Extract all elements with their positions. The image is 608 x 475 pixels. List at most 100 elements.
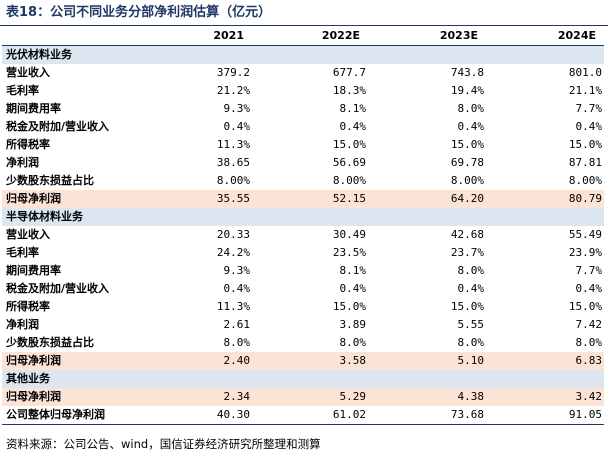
cell-value: 7.7% — [575, 102, 603, 115]
title-divider — [0, 25, 608, 26]
cell-value: 379.2 — [216, 66, 250, 79]
cell-value: 15.0% — [332, 300, 366, 313]
cell-value: 5.55 — [457, 318, 485, 331]
cell-value: 8.1% — [339, 264, 367, 277]
cell-value: 8.0% — [457, 264, 485, 277]
cell-value: 7.42 — [575, 318, 603, 331]
table-row: 归母净利润 2.40 3.58 5.10 6.83 — [2, 352, 604, 370]
column-header: 2022E — [252, 26, 368, 46]
cell-value: 8.00% — [568, 174, 602, 187]
column-header — [2, 26, 152, 46]
cell-value: 3.89 — [339, 318, 367, 331]
source-note: 资料来源：公司公告、wind，国信证券经济研究所整理和测算 — [6, 437, 321, 451]
cell-value: 80.79 — [486, 190, 604, 208]
cell-value: 8.00% — [216, 174, 250, 187]
cell-value: 5.29 — [252, 388, 368, 406]
cell-value — [486, 208, 604, 226]
cell-value — [368, 370, 486, 388]
cell-value: 5.10 — [368, 352, 486, 370]
cell-value: 0.4% — [575, 282, 603, 295]
cell-value: 21.1% — [568, 84, 602, 97]
column-header: 2023E — [368, 26, 486, 46]
cell-value — [152, 208, 252, 226]
cell-value — [368, 208, 486, 226]
cell-value: 0.4% — [457, 120, 485, 133]
cell-value: 52.15 — [252, 190, 368, 208]
cell-value — [152, 370, 252, 388]
table-row: 毛利率 21.2% 18.3% 19.4% 21.1% — [2, 82, 604, 100]
cell-value: 15.0% — [450, 300, 484, 313]
cell-value: 55.49 — [568, 228, 602, 241]
table-row: 营业收入 20.33 30.49 42.68 55.49 — [2, 226, 604, 244]
table-title: 表18：公司不同业务分部净利润估算（亿元） — [6, 5, 272, 20]
row-label: 其他业务 — [2, 370, 152, 388]
cell-value: 2.34 — [152, 388, 252, 406]
table-row: 税金及附加/营业收入 0.4% 0.4% 0.4% 0.4% — [2, 118, 604, 136]
cell-value — [486, 45, 604, 64]
row-label: 税金及附加/营业收入 — [6, 282, 110, 295]
row-label: 光伏材料业务 — [2, 45, 152, 64]
row-label: 营业收入 — [6, 66, 50, 79]
row-label: 归母净利润 — [2, 388, 152, 406]
profit-estimate-table: 2021 2022E 2023E 2024E 光伏材料业务营业收入 379.2 67… — [2, 26, 604, 425]
cell-value: 0.4% — [223, 282, 251, 295]
cell-value: 8.1% — [339, 102, 367, 115]
cell-value: 64.20 — [368, 190, 486, 208]
table-row: 少数股东损益占比 8.0% 8.0% 8.0% 8.0% — [2, 334, 604, 352]
row-label: 期间费用率 — [6, 102, 61, 115]
cell-value: 23.7% — [450, 246, 484, 259]
cell-value: 24.2% — [216, 246, 250, 259]
cell-value: 0.4% — [339, 120, 367, 133]
cell-value: 6.83 — [486, 352, 604, 370]
row-label: 毛利率 — [6, 84, 39, 97]
section-row: 其他业务 — [2, 370, 604, 388]
cell-value: 8.00% — [332, 174, 366, 187]
cell-value: 3.42 — [486, 388, 604, 406]
cell-value: 8.0% — [339, 336, 367, 349]
cell-value: 11.3% — [216, 300, 250, 313]
cell-value: 0.4% — [339, 282, 367, 295]
table-row: 净利润 2.61 3.89 5.55 7.42 — [2, 316, 604, 334]
cell-value: 42.68 — [450, 228, 484, 241]
cell-value: 0.4% — [575, 120, 603, 133]
row-label: 归母净利润 — [2, 190, 152, 208]
cell-value: 38.65 — [216, 156, 250, 169]
cell-value: 23.9% — [568, 246, 602, 259]
cell-value — [368, 45, 486, 64]
cell-value: 2.40 — [152, 352, 252, 370]
row-label: 税金及附加/营业收入 — [6, 120, 110, 133]
cell-value: 15.0% — [332, 138, 366, 151]
row-label: 所得税率 — [6, 138, 50, 151]
cell-value: 677.7 — [332, 66, 366, 79]
cell-value: 91.05 — [486, 406, 604, 425]
cell-value: 19.4% — [450, 84, 484, 97]
cell-value: 0.4% — [457, 282, 485, 295]
row-label: 净利润 — [6, 318, 39, 331]
row-label: 营业收入 — [6, 228, 50, 241]
cell-value: 9.3% — [223, 264, 251, 277]
cell-value: 30.49 — [332, 228, 366, 241]
cell-value: 8.00% — [450, 174, 484, 187]
table-row: 归母净利润 2.34 5.29 4.38 3.42 — [2, 388, 604, 406]
cell-value: 8.0% — [457, 336, 485, 349]
row-label: 净利润 — [6, 156, 39, 169]
cell-value: 9.3% — [223, 102, 251, 115]
row-label: 半导体材料业务 — [2, 208, 152, 226]
table-row: 税金及附加/营业收入 0.4% 0.4% 0.4% 0.4% — [2, 280, 604, 298]
table-row: 归母净利润 35.55 52.15 64.20 80.79 — [2, 190, 604, 208]
cell-value: 87.81 — [568, 156, 602, 169]
table-row: 期间费用率 9.3% 8.1% 8.0% 7.7% — [2, 100, 604, 118]
cell-value: 8.0% — [575, 336, 603, 349]
cell-value: 21.2% — [216, 84, 250, 97]
cell-value: 69.78 — [450, 156, 484, 169]
cell-value: 7.7% — [575, 264, 603, 277]
table-row: 少数股东损益占比 8.00% 8.00% 8.00% 8.00% — [2, 172, 604, 190]
cell-value: 15.0% — [450, 138, 484, 151]
cell-value — [252, 370, 368, 388]
cell-value: 20.33 — [216, 228, 250, 241]
table-row: 期间费用率 9.3% 8.1% 8.0% 7.7% — [2, 262, 604, 280]
header-row: 2021 2022E 2023E 2024E — [2, 26, 604, 46]
cell-value: 15.0% — [568, 300, 602, 313]
cell-value: 56.69 — [332, 156, 366, 169]
section-row: 光伏材料业务 — [2, 45, 604, 64]
